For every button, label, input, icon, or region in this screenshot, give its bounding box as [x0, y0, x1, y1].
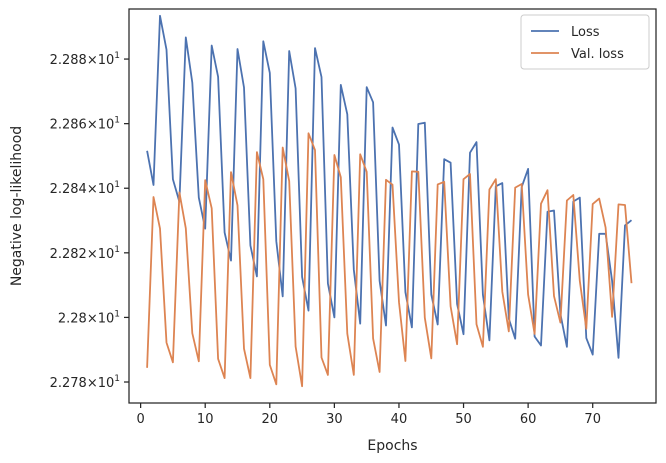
- y-tick-times: ×: [87, 376, 98, 391]
- y-tick-exponent: 1: [114, 116, 120, 126]
- y-tick-exponent: 1: [114, 309, 120, 319]
- y-tick-times: ×: [87, 247, 98, 262]
- y-tick-base: 10: [98, 311, 115, 326]
- y-axis-label: Negative log-likelihood: [9, 126, 25, 286]
- y-tick-label: 2.282×101: [50, 245, 120, 262]
- x-tick-label: 20: [262, 412, 279, 427]
- y-tick-exponent: 1: [114, 51, 120, 61]
- y-tick-times: ×: [87, 53, 98, 68]
- y-tick-times: ×: [87, 118, 98, 133]
- y-tick-mantissa: 2.282: [50, 247, 87, 262]
- y-tick-mantissa: 2.288: [50, 53, 87, 68]
- y-tick-base: 10: [98, 182, 115, 197]
- x-tick-label: 10: [197, 412, 214, 427]
- y-tick-label: 2.278×101: [50, 374, 120, 391]
- y-tick-label: 2.284×101: [50, 180, 120, 197]
- y-tick-mantissa: 2.28: [58, 311, 87, 326]
- x-tick-label: 50: [455, 412, 472, 427]
- y-tick-label: 2.28×101: [58, 309, 120, 326]
- legend: Loss Val. loss: [520, 14, 650, 70]
- y-tick-base: 10: [98, 247, 115, 262]
- y-tick-label: 2.286×101: [50, 116, 120, 133]
- x-tick-label: 30: [326, 412, 343, 427]
- x-axis: 0 10 20 30 40 50 60 70: [136, 403, 601, 427]
- y-tick-mantissa: 2.284: [50, 182, 87, 197]
- y-tick-mantissa: 2.278: [50, 376, 87, 391]
- y-tick-base: 10: [98, 53, 115, 68]
- y-tick-exponent: 1: [114, 245, 120, 255]
- plot-frame: [128, 8, 657, 404]
- x-tick-label: 40: [391, 412, 408, 427]
- series-line-val-loss: [146, 132, 633, 388]
- y-tick-exponent: 1: [114, 374, 120, 384]
- legend-label-val-loss: Val. loss: [571, 47, 624, 62]
- legend-box: [520, 14, 650, 70]
- x-axis-label: Epochs: [367, 438, 417, 454]
- y-tick-label: 2.288×101: [50, 51, 120, 68]
- y-tick-base: 10: [98, 376, 115, 391]
- x-tick-label: 0: [136, 412, 144, 427]
- y-tick-times: ×: [87, 311, 98, 326]
- legend-label-loss: Loss: [571, 25, 600, 40]
- x-tick-label: 60: [520, 412, 537, 427]
- y-tick-times: ×: [87, 182, 98, 197]
- x-tick-label: 70: [584, 412, 601, 427]
- y-tick-exponent: 1: [114, 180, 120, 190]
- y-axis: 2.278×1012.28×1012.282×1012.284×1012.286…: [50, 51, 129, 391]
- series-layer: [146, 14, 633, 388]
- y-tick-mantissa: 2.286: [50, 118, 87, 133]
- y-tick-base: 10: [98, 118, 115, 133]
